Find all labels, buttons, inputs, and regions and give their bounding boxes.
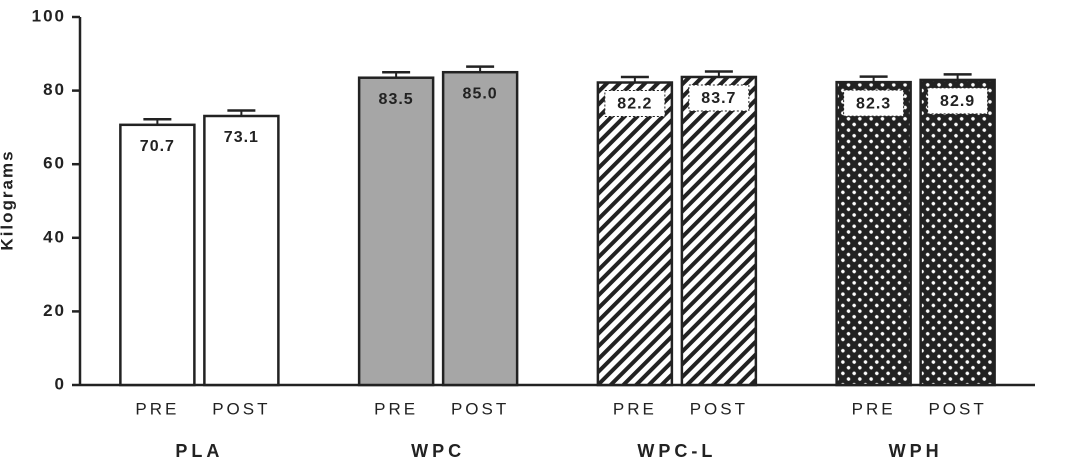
- value-label: 82.3: [856, 95, 891, 112]
- value-label-box: [843, 89, 905, 117]
- subcategory-label: POST: [212, 399, 270, 418]
- y-tick-label: 80: [43, 80, 66, 99]
- group-label: WPH: [889, 441, 943, 461]
- value-label-box: [604, 90, 666, 118]
- group-label: WPC: [411, 441, 465, 461]
- value-label: 85.0: [463, 85, 498, 102]
- y-tick-label: 20: [43, 301, 66, 320]
- group-label: WPC-L: [637, 441, 716, 461]
- value-label: 83.5: [379, 91, 414, 108]
- subcategory-label: PRE: [135, 399, 179, 418]
- value-label-box: [927, 87, 989, 115]
- subcategory-label: POST: [690, 399, 748, 418]
- y-axis-label: Kilograms: [0, 149, 16, 250]
- value-label: 82.2: [617, 96, 652, 113]
- subcategory-label: PRE: [613, 399, 657, 418]
- y-tick-label: 100: [32, 6, 66, 25]
- bar: [596, 81, 674, 387]
- subcategory-label: PRE: [374, 399, 418, 418]
- group-label: PLA: [175, 441, 223, 461]
- value-label-box: [688, 84, 750, 112]
- bar: [835, 80, 912, 387]
- value-label: 82.9: [940, 93, 975, 110]
- y-tick-label: 60: [43, 154, 66, 173]
- bar: [357, 76, 435, 387]
- y-tick-label: 40: [43, 227, 66, 246]
- value-label: 73.1: [224, 129, 259, 146]
- bar: [919, 78, 996, 387]
- subcategory-label: PRE: [852, 399, 896, 418]
- bar: [441, 70, 519, 387]
- value-label: 83.7: [701, 90, 736, 107]
- bar: [680, 75, 758, 387]
- subcategory-label: POST: [928, 399, 986, 418]
- y-tick-label: 0: [55, 374, 66, 393]
- value-label: 70.7: [140, 138, 175, 155]
- subcategory-label: POST: [451, 399, 509, 418]
- bar: [119, 123, 196, 387]
- bar: [203, 114, 280, 387]
